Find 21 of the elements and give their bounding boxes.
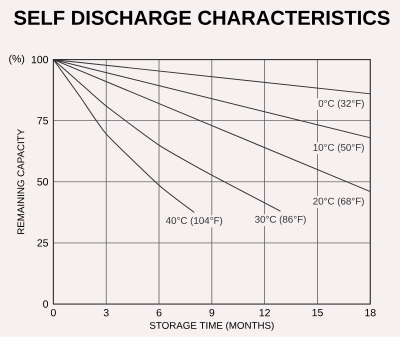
- series-label: 20°C (68°F): [313, 198, 364, 207]
- x-tick-label: 0: [50, 309, 56, 316]
- x-tick-label: 18: [365, 309, 376, 316]
- y-axis-title: REMAINING CAPACITY: [17, 129, 24, 234]
- x-tick-label: 12: [260, 309, 270, 316]
- x-tick-label: 3: [104, 309, 109, 316]
- series-label: 0°C (32°F): [318, 100, 364, 109]
- series-label: 30°C (86°F): [255, 216, 306, 225]
- y-tick-label: 25: [37, 239, 48, 247]
- series-label: 10°C (50°F): [314, 144, 364, 153]
- x-tick-label: 9: [209, 309, 214, 316]
- chart-title: SELF DISCHARGE CHARACTERISTICS: [14, 10, 390, 26]
- y-tick-label: 50: [37, 178, 48, 186]
- y-tick-label: 100: [32, 56, 48, 64]
- series-label: 40°C (104°F): [166, 216, 222, 226]
- x-tick-label: 15: [312, 309, 323, 316]
- y-tick-label: 0: [43, 300, 48, 308]
- text: (%): [9, 54, 24, 65]
- x-tick-label: 6: [156, 309, 162, 316]
- y-tick-label: 75: [37, 117, 48, 125]
- x-axis-title: STORAGE TIME (MONTHS): [150, 322, 274, 331]
